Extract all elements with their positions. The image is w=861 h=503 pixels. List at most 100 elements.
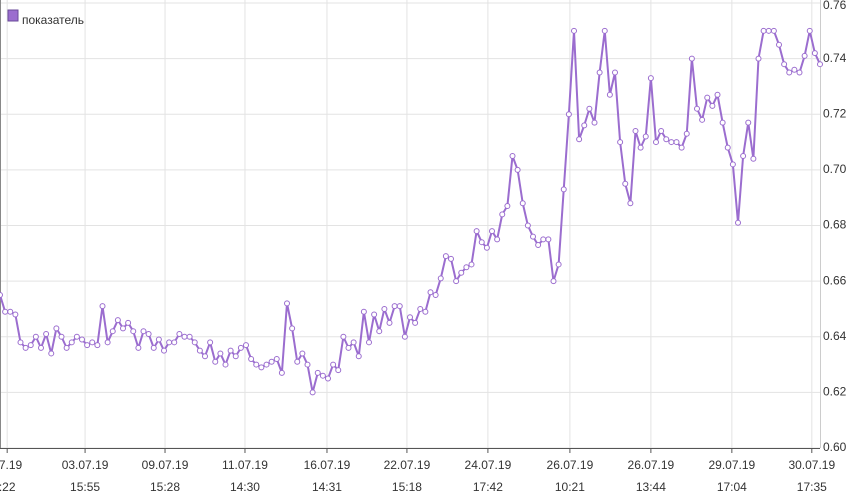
point [453, 278, 460, 285]
point [278, 369, 285, 376]
point [786, 69, 793, 76]
point [212, 358, 219, 365]
x-tick-label: 24.07.19 [465, 458, 512, 472]
point [248, 356, 255, 362]
x-tick-sublabel: 15:28 [150, 480, 180, 494]
point [345, 344, 352, 351]
point [427, 289, 434, 296]
point [371, 311, 378, 318]
point [709, 102, 716, 109]
point [699, 116, 706, 123]
point [43, 330, 50, 337]
point [350, 339, 357, 346]
x-tick-sublabel: 15:55 [70, 480, 100, 494]
point [437, 275, 444, 282]
point [622, 180, 629, 187]
point [114, 317, 121, 324]
y-tick-label: 0.64 [823, 329, 847, 343]
x-tick-label: 30.07.19 [788, 458, 835, 472]
point [232, 353, 239, 360]
x-tick-sublabel: :22 [0, 480, 16, 494]
point [535, 241, 542, 248]
point [735, 219, 741, 226]
point [186, 333, 193, 340]
point [683, 130, 690, 137]
point [504, 203, 511, 210]
point [304, 361, 311, 368]
plot [0, 27, 823, 396]
point [632, 127, 639, 134]
point [776, 41, 782, 48]
point [637, 144, 644, 151]
point [560, 186, 567, 193]
point [550, 278, 557, 285]
legend-label: показатель [22, 13, 84, 27]
point [109, 328, 116, 335]
point [335, 367, 342, 374]
point [79, 336, 85, 343]
point [407, 314, 413, 321]
point [596, 69, 603, 76]
point [202, 353, 208, 360]
point [509, 152, 516, 159]
point [53, 325, 60, 332]
y-tick-label: 0.72 [823, 106, 847, 120]
point [499, 211, 506, 218]
x-tick-label: 22.07.19 [384, 458, 431, 472]
point [806, 27, 813, 34]
x-tick-label: 26.07.19 [547, 458, 594, 472]
point [191, 339, 198, 346]
x-tick-sublabel: 17:35 [797, 480, 827, 494]
point [483, 244, 490, 251]
point [222, 361, 229, 368]
point [376, 328, 383, 335]
point [7, 308, 14, 315]
point [120, 325, 126, 332]
point [130, 328, 137, 335]
point [237, 344, 244, 351]
x-tick-label: 29.07.19 [708, 458, 755, 472]
point [468, 261, 475, 268]
point [494, 236, 501, 243]
point [514, 166, 521, 173]
point [289, 325, 296, 332]
point [581, 122, 588, 129]
point [355, 353, 362, 360]
point [268, 358, 275, 365]
point [719, 119, 726, 126]
point [314, 369, 321, 376]
y-tick-label: 0.74 [823, 51, 847, 65]
point [642, 133, 649, 140]
point [458, 269, 465, 276]
point [263, 361, 270, 368]
x-tick-label: 16.07.19 [304, 458, 351, 472]
point [545, 236, 552, 243]
point [688, 55, 695, 62]
point [176, 330, 183, 337]
point [463, 264, 470, 271]
point [565, 111, 572, 118]
point [617, 139, 624, 146]
point [519, 200, 526, 207]
point [309, 389, 316, 396]
point [273, 356, 280, 362]
point [243, 342, 249, 349]
point [448, 255, 454, 262]
point [32, 333, 39, 340]
point [781, 61, 788, 68]
x-tick-sublabel: 10:21 [555, 480, 585, 494]
point [673, 139, 680, 146]
point [811, 50, 818, 57]
point [68, 339, 75, 346]
point [745, 119, 752, 126]
x-tick-sublabel: 14:30 [230, 480, 260, 494]
point [38, 344, 44, 351]
point [396, 303, 403, 310]
point [104, 339, 111, 346]
point [612, 69, 618, 76]
point [555, 261, 562, 268]
point [294, 358, 301, 365]
point [714, 91, 721, 98]
point [253, 361, 260, 368]
